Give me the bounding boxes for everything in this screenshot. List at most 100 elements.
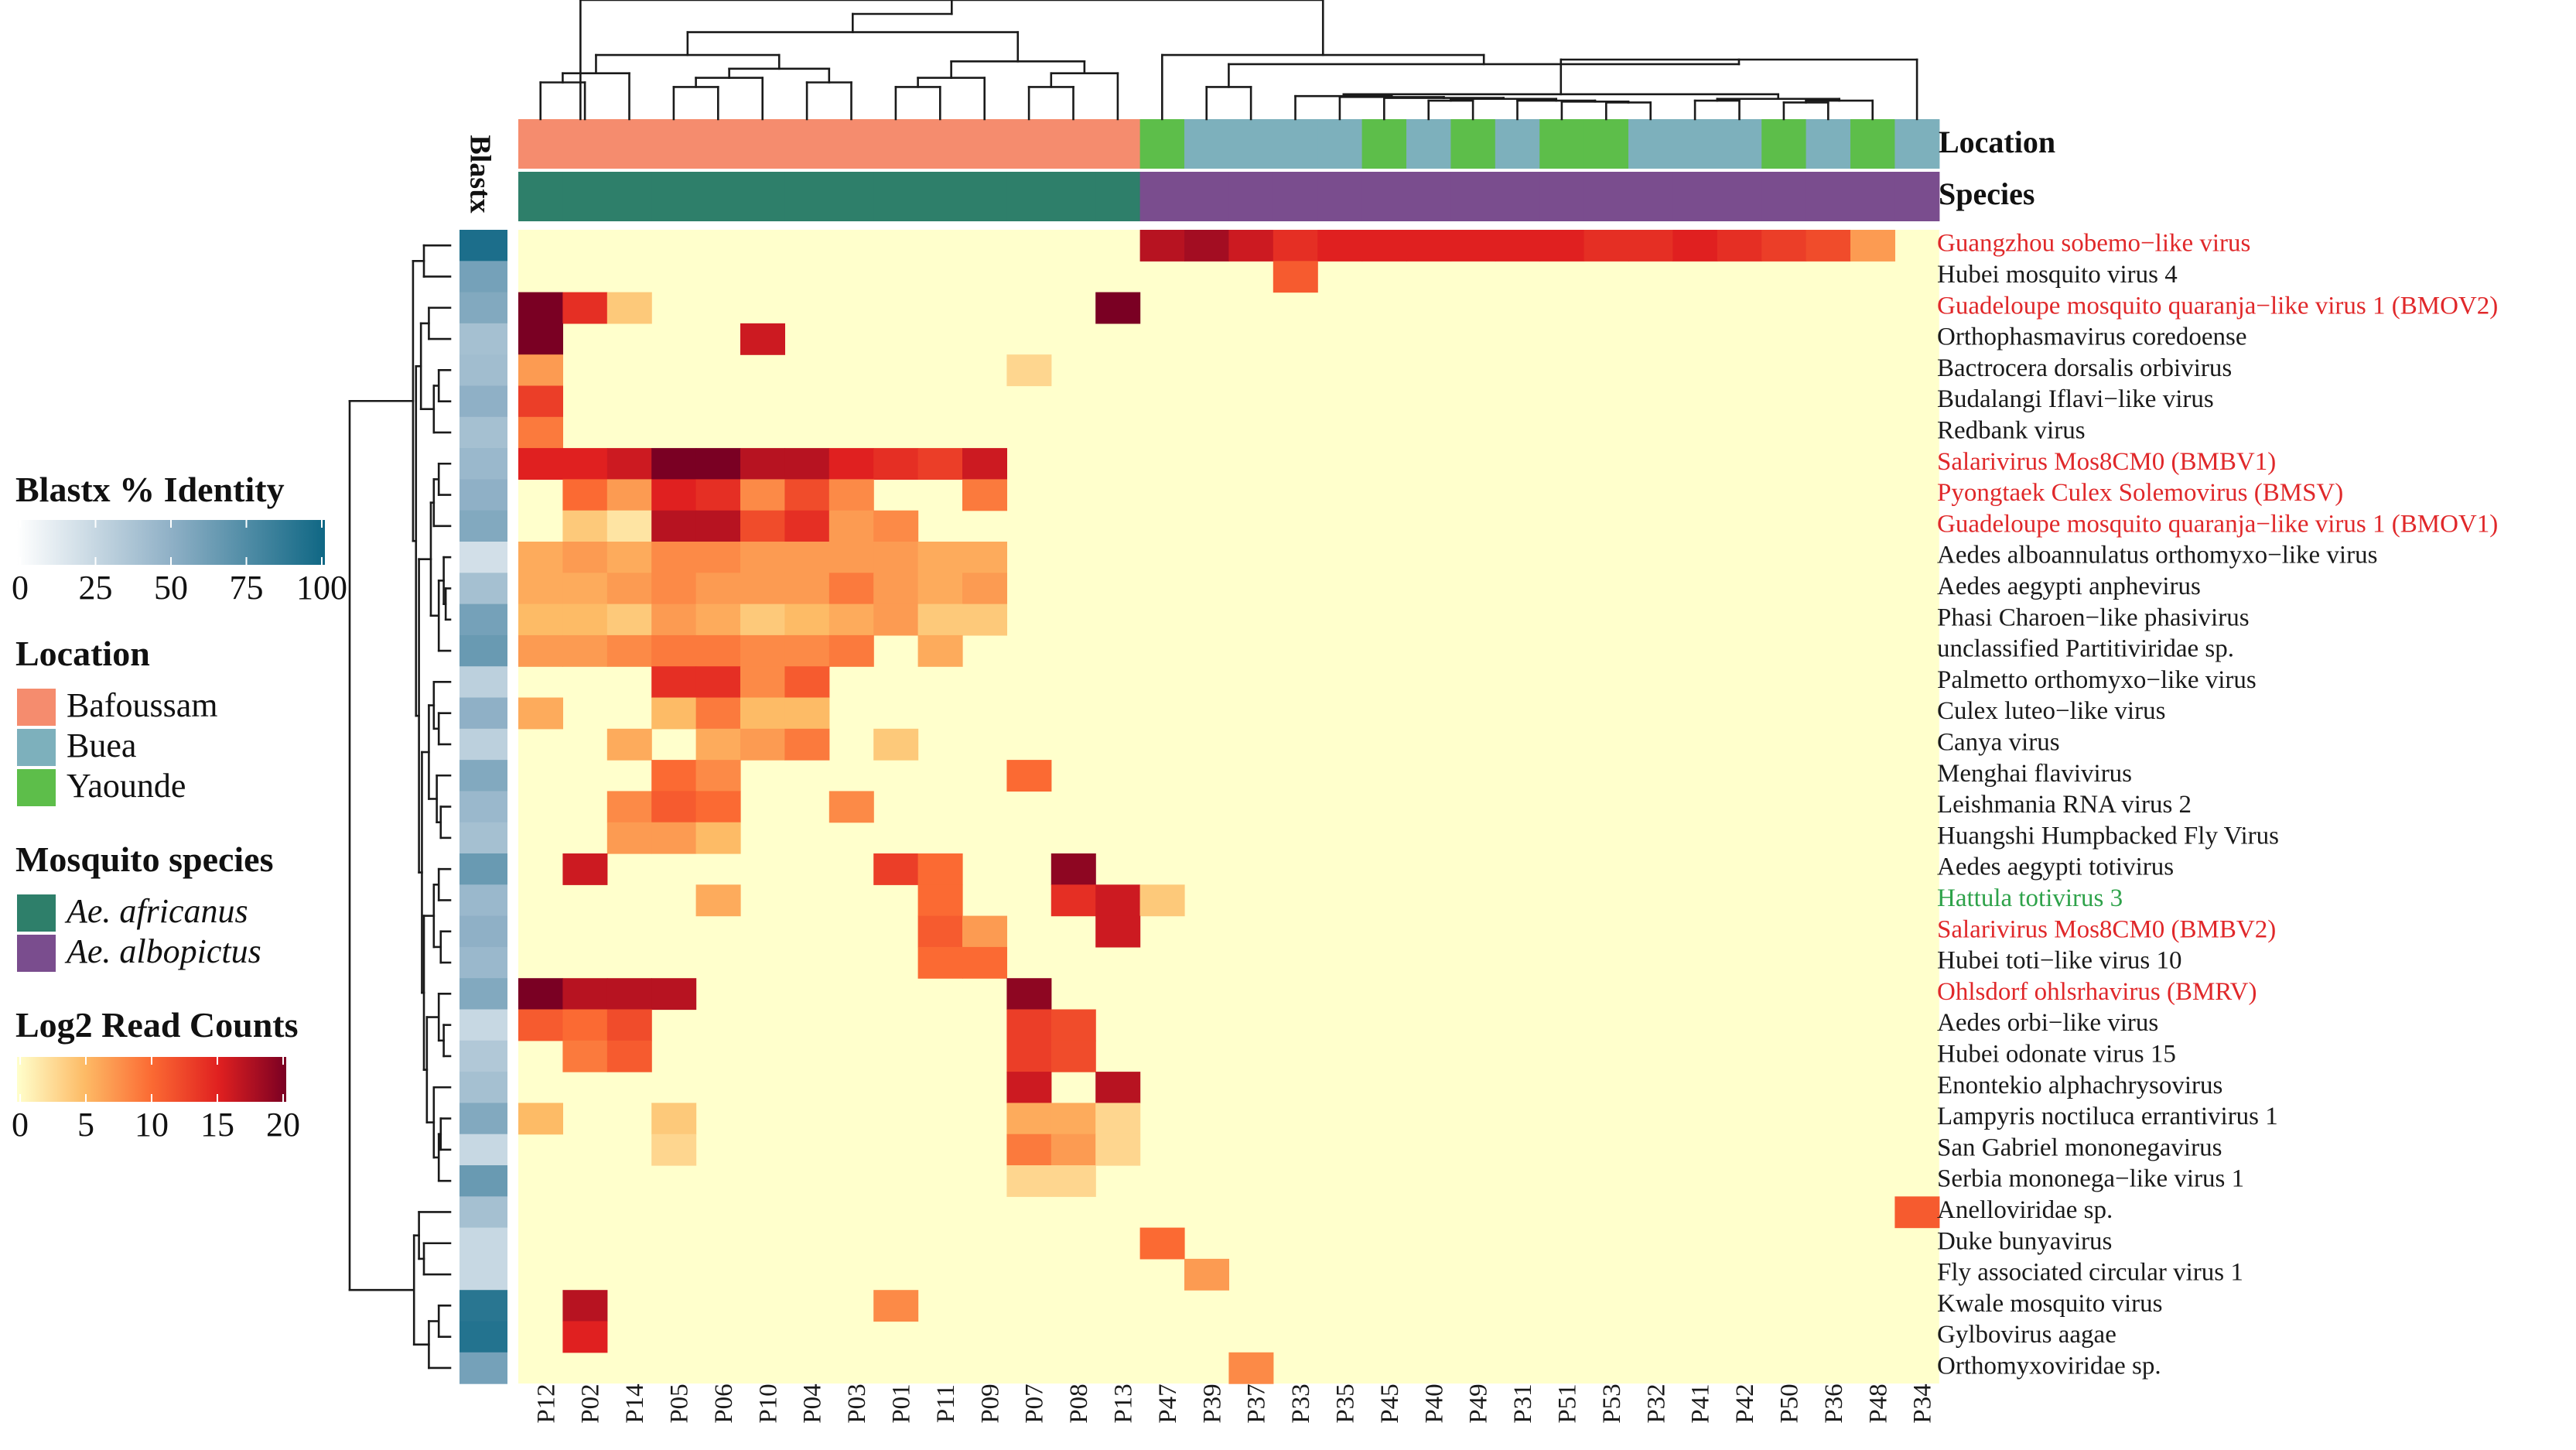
species-legend-swatch [17, 935, 56, 972]
species-annotation-cell [606, 172, 652, 221]
row-label: San Gabriel mononegavirus [1937, 1134, 2222, 1161]
row-label: Hubei mosquito virus 4 [1937, 261, 2178, 289]
column-label: P10 [754, 1383, 782, 1423]
heatmap-cell [1006, 1009, 1052, 1041]
row-label: Menghai flavivirus [1937, 760, 2132, 788]
blastx-annotation-cell [460, 1290, 507, 1322]
heatmap-cell [518, 1103, 563, 1135]
heatmap-cell [1095, 292, 1141, 324]
heatmap-cell [606, 292, 652, 324]
species-legend-swatch [17, 894, 56, 932]
column-label: P51 [1553, 1383, 1581, 1423]
blastx-annotation-cell [460, 604, 507, 636]
heatmap-cell [1806, 230, 1851, 262]
heatmap-cell [1495, 230, 1540, 262]
blastx-tick-label: 100 [296, 569, 347, 607]
row-label: Palmetto orthomyxo−like virus [1937, 666, 2257, 694]
species-annotation-cell [1584, 172, 1629, 221]
heatmap-cell [1761, 230, 1807, 262]
column-label: P49 [1465, 1383, 1493, 1423]
heatmap-cell [651, 822, 697, 854]
heatmap-cell [1184, 1258, 1229, 1291]
blastx-legend: Blastx % Identity 0 25 50 75 100 [12, 470, 347, 607]
log2-legend: Log2 Read Counts 0 5 10 15 20 [12, 1005, 300, 1144]
heatmap-cell [784, 542, 830, 573]
heatmap-cell [695, 728, 741, 761]
location-annotation-cell [1095, 119, 1141, 169]
heatmap-cell [962, 604, 1007, 636]
heatmap-cell [562, 634, 608, 667]
species-annotation-cell [1006, 172, 1052, 221]
column-label: P37 [1243, 1383, 1271, 1423]
blastx-tick-label: 75 [230, 569, 264, 607]
heatmap-cell [873, 448, 919, 480]
column-label: P31 [1509, 1383, 1537, 1423]
heatmap-cell [1006, 978, 1052, 1011]
heatmap-cell [1095, 884, 1141, 917]
log2-tick-label: 20 [266, 1106, 300, 1144]
heatmap-cell [873, 728, 919, 761]
heatmap-cell [518, 448, 563, 480]
heatmap-cell [1139, 230, 1185, 262]
heatmap-cell [740, 728, 785, 761]
location-legend-swatch [17, 729, 56, 766]
column-label: P41 [1687, 1383, 1715, 1423]
species-annotation-cell [1317, 172, 1363, 221]
location-annotation-cell [1051, 119, 1096, 169]
blastx-tick-label: 25 [79, 569, 113, 607]
heatmap-cell [1717, 230, 1762, 262]
heatmap-cell [651, 1103, 697, 1135]
heatmap-cell [651, 978, 697, 1011]
species-annotation-cell [1406, 172, 1451, 221]
heatmap-cell [651, 542, 697, 573]
heatmap-cell [651, 791, 697, 823]
row-label: Redbank virus [1937, 417, 2086, 445]
heatmap-cell [828, 791, 874, 823]
heatmap-cell [695, 760, 741, 792]
species-annotation-cell [1806, 172, 1851, 221]
heatmap-cell [651, 604, 697, 636]
heatmap-cell [651, 573, 697, 605]
heatmap-cell [606, 978, 652, 1011]
heatmap-cells [518, 230, 1940, 1384]
heatmap-cell [828, 510, 874, 542]
location-legend-label: Yaounde [67, 767, 186, 805]
heatmap-cell [518, 634, 563, 667]
heatmap-cell [740, 323, 785, 355]
location-annotation-cell [1584, 119, 1629, 169]
log2-tick-label: 5 [77, 1106, 94, 1144]
heatmap-cell [651, 666, 697, 699]
blastx-tick-label: 50 [154, 569, 188, 607]
heatmap-cell [562, 1290, 608, 1322]
heatmap-cell [917, 915, 963, 948]
row-label: Fly associated circular virus 1 [1937, 1259, 2243, 1287]
heatmap-cell [740, 510, 785, 542]
blastx-annotation-cell [460, 323, 507, 355]
heatmap-cell [1006, 1040, 1052, 1072]
heatmap-cell [1672, 230, 1718, 262]
blastx-annotation-cell [460, 697, 507, 730]
heatmap-cell [828, 448, 874, 480]
heatmap-cell [518, 604, 563, 636]
heatmap-cell [518, 385, 563, 418]
species-annotation-cell [1761, 172, 1807, 221]
heatmap-cell [784, 666, 830, 699]
species-annotation-cell [562, 172, 608, 221]
location-annotation-cell [518, 119, 563, 169]
heatmap-cell [1450, 230, 1496, 262]
heatmap-cell [740, 479, 785, 511]
heatmap-cell [606, 573, 652, 605]
species-annotation-cell [695, 172, 741, 221]
blastx-annotation-cell [460, 1134, 507, 1166]
heatmap-cell [562, 573, 608, 605]
column-label: P50 [1775, 1383, 1803, 1423]
row-label: Gylbovirus aagae [1937, 1321, 2116, 1349]
heatmap-cell [695, 666, 741, 699]
heatmap-cell [873, 542, 919, 573]
heatmap-cell [1051, 1040, 1096, 1072]
heatmap-cell [562, 1040, 608, 1072]
heatmap-cell [740, 634, 785, 667]
blastx-annotation-cell [460, 416, 507, 449]
